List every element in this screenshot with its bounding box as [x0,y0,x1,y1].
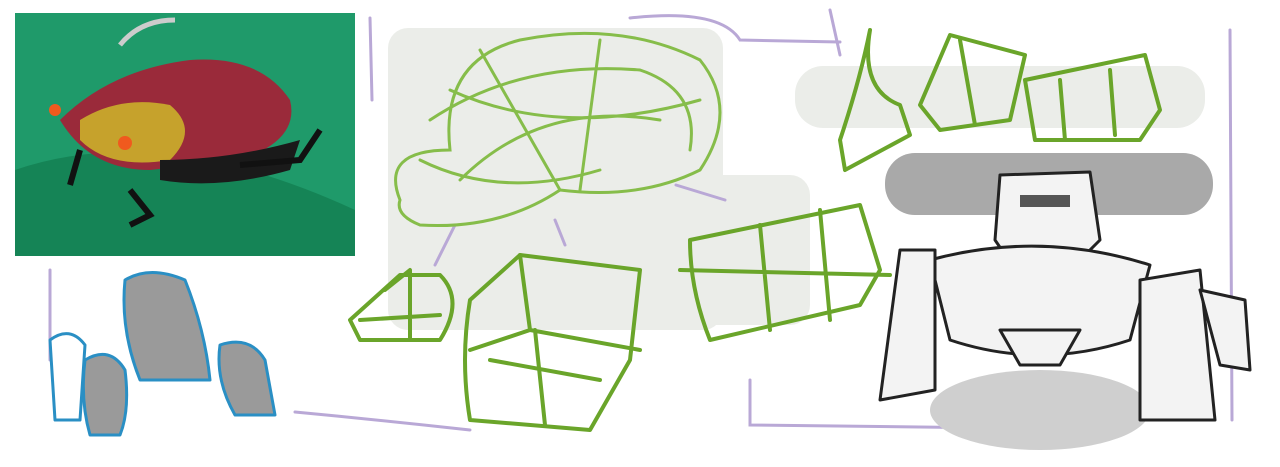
robot [878,170,1252,450]
beetle-photo [15,13,355,256]
blue-sketch [48,271,277,437]
green-wireframes [348,28,1162,432]
green-scribble [394,31,722,228]
